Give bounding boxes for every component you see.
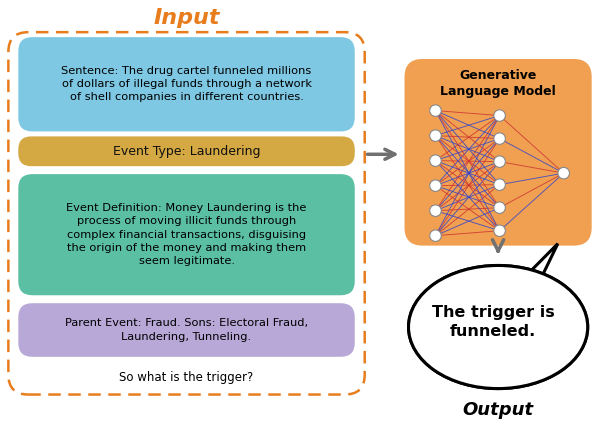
Circle shape: [430, 180, 441, 191]
Ellipse shape: [408, 265, 588, 389]
Polygon shape: [516, 244, 558, 289]
Text: Parent Event: Fraud. Sons: Electoral Fraud,
Laundering, Tunneling.: Parent Event: Fraud. Sons: Electoral Fra…: [65, 318, 308, 342]
Circle shape: [430, 130, 441, 141]
Circle shape: [494, 156, 505, 167]
Ellipse shape: [408, 265, 588, 389]
Circle shape: [494, 179, 505, 190]
Circle shape: [430, 230, 441, 242]
Text: Event Definition: Money Laundering is the
process of moving illicit funds throug: Event Definition: Money Laundering is th…: [66, 203, 307, 266]
Circle shape: [430, 155, 441, 167]
Text: Event Type: Laundering: Event Type: Laundering: [113, 145, 261, 158]
Text: Output: Output: [462, 401, 534, 420]
FancyBboxPatch shape: [405, 59, 591, 246]
FancyBboxPatch shape: [18, 174, 355, 295]
Text: Sentence: The drug cartel funneled millions
of dollars of illegal funds through : Sentence: The drug cartel funneled milli…: [61, 66, 311, 103]
Circle shape: [430, 205, 441, 216]
Circle shape: [430, 105, 441, 116]
Text: The trigger is
funneled.: The trigger is funneled.: [431, 305, 554, 340]
Circle shape: [494, 202, 505, 213]
Circle shape: [558, 167, 570, 179]
Text: Input: Input: [153, 8, 220, 28]
FancyBboxPatch shape: [8, 32, 365, 394]
Text: So what is the trigger?: So what is the trigger?: [119, 371, 254, 384]
Circle shape: [494, 110, 505, 121]
Circle shape: [494, 225, 505, 236]
Circle shape: [494, 133, 505, 144]
FancyBboxPatch shape: [18, 303, 355, 357]
FancyBboxPatch shape: [18, 136, 355, 166]
Text: Generative
Language Model: Generative Language Model: [440, 69, 556, 98]
FancyBboxPatch shape: [18, 37, 355, 132]
